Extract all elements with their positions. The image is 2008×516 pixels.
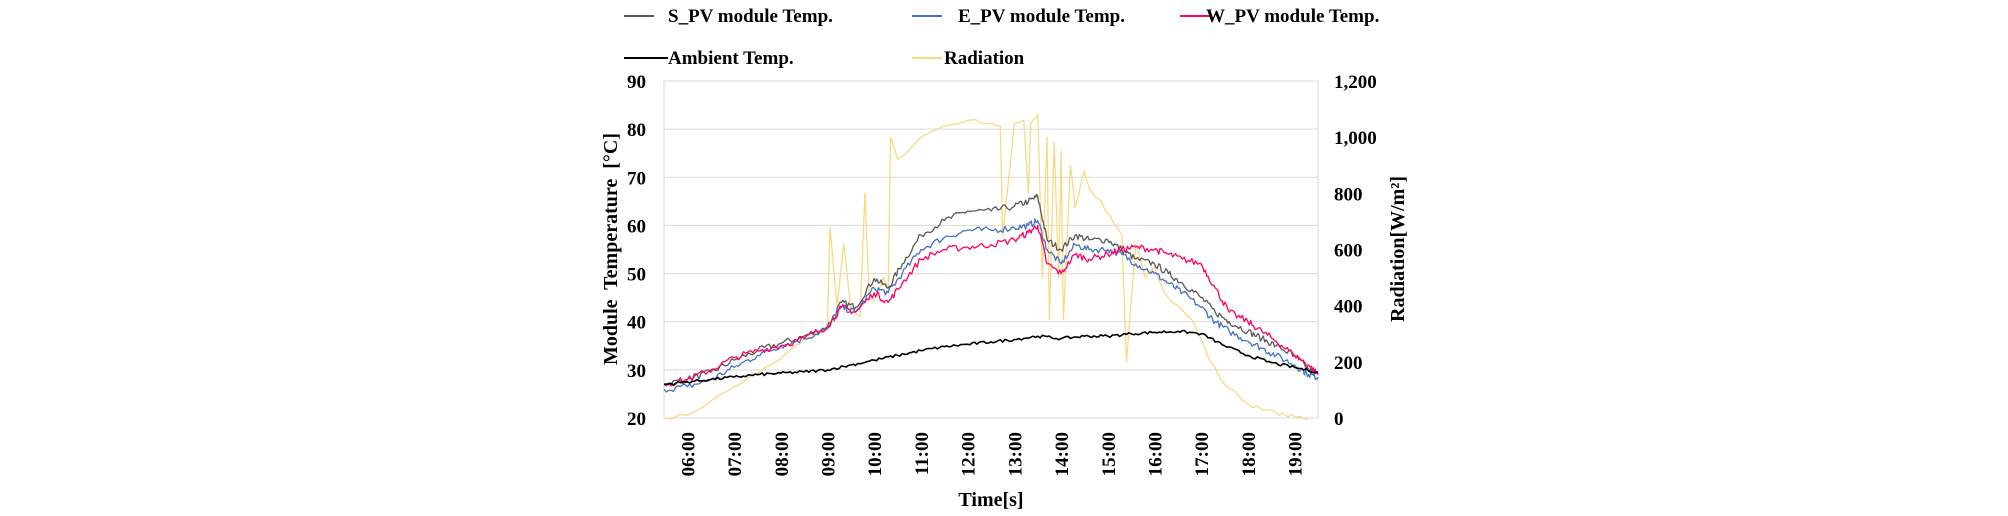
x-axis: 06:00 07:00 08:00 09:00 10:00 11:00 12:00 13:00…	[678, 432, 1306, 476]
y2-tick-label: 800	[1334, 184, 1363, 205]
series-line-w-pv-module-temp-	[663, 224, 1319, 387]
y2-tick-label: 0	[1334, 409, 1344, 430]
x-tick-label: 14:00	[1052, 432, 1073, 476]
legend-label-e-pv: E_PV module Temp.	[958, 6, 1125, 27]
y2-tick-label: 1,200	[1334, 72, 1377, 93]
y-tick-label: 30	[627, 361, 646, 382]
y-axis-left: 20 30 40 50 60 70 80 90	[627, 72, 646, 430]
y-tick-label: 40	[627, 313, 646, 334]
x-tick-label: 10:00	[865, 432, 886, 476]
x-tick-label: 07:00	[725, 432, 746, 476]
y-tick-label: 80	[627, 120, 646, 141]
y-tick-label: 50	[627, 265, 646, 286]
y-tick-label: 70	[627, 168, 646, 189]
plot-area	[663, 80, 1319, 419]
legend-label-w-pv: W_PV module Temp.	[1206, 6, 1379, 27]
y2-axis-title: Radiation[W/m²]	[1387, 176, 1409, 322]
x-tick-label: 19:00	[1286, 432, 1307, 476]
y2-tick-label: 200	[1334, 353, 1363, 374]
y-tick-label: 20	[627, 409, 646, 430]
x-tick-label: 17:00	[1192, 432, 1213, 476]
series-line-ambient-temp-	[663, 329, 1319, 386]
x-tick-label: 16:00	[1146, 432, 1167, 476]
y-tick-label: 90	[627, 72, 646, 93]
x-tick-label: 06:00	[678, 432, 699, 476]
series-layer	[663, 114, 1319, 420]
x-tick-label: 13:00	[1005, 432, 1026, 476]
y2-tick-label: 600	[1334, 241, 1363, 262]
y-tick-label: 60	[627, 216, 646, 237]
legend-item-ambient: Ambient Temp.	[624, 48, 794, 69]
x-tick-label: 12:00	[959, 432, 980, 476]
legend-item-e-pv: E_PV module Temp.	[912, 6, 1125, 27]
x-tick-label: 11:00	[912, 432, 933, 475]
legend-item-radiation: Radiation	[912, 48, 1025, 69]
y2-tick-label: 400	[1334, 297, 1363, 318]
x-tick-label: 08:00	[772, 432, 793, 476]
legend-item-s-pv: S_PV module Temp.	[624, 6, 833, 27]
legend-item-w-pv: W_PV module Temp.	[1180, 6, 1379, 27]
series-line-e-pv-module-temp-	[663, 218, 1319, 393]
x-axis-title: Time[s]	[958, 489, 1023, 511]
legend-label-ambient: Ambient Temp.	[668, 48, 794, 69]
y2-tick-label: 1,000	[1334, 128, 1377, 149]
gridlines	[664, 128, 1318, 371]
x-tick-label: 15:00	[1099, 432, 1120, 476]
x-tick-label: 18:00	[1239, 432, 1260, 476]
legend: S_PV module Temp. E_PV module Temp. W_PV…	[624, 6, 1379, 69]
legend-label-radiation: Radiation	[944, 48, 1025, 69]
y-axis-right: 0 200 400 600 800 1,000 1,200	[1334, 72, 1377, 430]
series-line-s-pv-module-temp-	[663, 193, 1319, 387]
series-line-radiation	[663, 114, 1310, 420]
legend-label-s-pv: S_PV module Temp.	[668, 6, 833, 27]
x-tick-label: 09:00	[819, 432, 840, 476]
y-axis-title: Module Temperature [°C]	[600, 133, 622, 365]
